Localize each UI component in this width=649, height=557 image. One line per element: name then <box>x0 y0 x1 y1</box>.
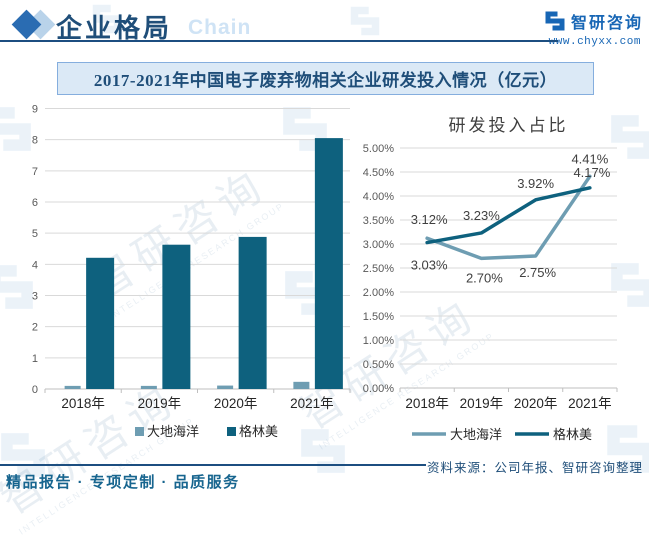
legend-label: 格林美 <box>239 424 278 439</box>
bar-格林美-2021年 <box>314 138 343 389</box>
y-tick-label: 2 <box>32 322 38 334</box>
y-tick-label: 1 <box>32 353 38 365</box>
legend-swatch <box>135 427 144 436</box>
x-tick-label: 2021年 <box>568 396 612 411</box>
y-tick-label: 7 <box>32 166 38 178</box>
x-tick-label: 2019年 <box>138 396 182 411</box>
brand-logo-icon <box>545 11 565 31</box>
footer-tagline: 精品报告 · 专项定制 · 品质服务 <box>6 474 240 491</box>
data-line-大地海洋 <box>425 174 592 261</box>
chart-main-title: 2017-2021年中国电子废弃物相关企业研发投入情况（亿元） <box>93 71 558 90</box>
y-tick-label: 1.50% <box>363 311 394 323</box>
x-tick-label: 2021年 <box>290 396 334 411</box>
line-chart: 研发投入占比 0.00% 0.50% 1.00% 1.50% 2.00% 2.50% 3.00… <box>363 116 618 442</box>
data-label-格林美: 3.23% <box>463 208 500 223</box>
y-tick-label: 3 <box>32 291 38 303</box>
legend-swatch <box>227 427 236 436</box>
data-label-大地海洋: 4.41% <box>571 151 608 166</box>
y-tick-label: 5.00% <box>363 143 394 155</box>
brand-name: 智研咨询 <box>570 15 643 32</box>
bar-大地海洋-2020年 <box>217 385 234 389</box>
x-tick-label: 2020年 <box>514 396 558 411</box>
x-tick-label: 2018年 <box>405 396 449 411</box>
line-legend: 大地海洋 格林美 <box>412 427 592 442</box>
y-tick-label: 9 <box>32 104 38 116</box>
source-divider <box>0 464 426 466</box>
bar-格林美-2020年 <box>238 236 267 389</box>
y-tick-label: 0 <box>32 384 38 396</box>
data-label-大地海洋: 3.12% <box>411 212 448 227</box>
y-tick-label: 5 <box>32 228 38 240</box>
bar-大地海洋-2019年 <box>140 385 157 389</box>
y-tick-label: 1.00% <box>363 335 394 347</box>
y-tick-label: 2.00% <box>363 287 394 299</box>
y-tick-label: 2.50% <box>363 263 394 275</box>
y-tick-label: 3.50% <box>363 215 394 227</box>
data-label-格林美: 3.92% <box>517 176 554 191</box>
x-tick-label: 2020年 <box>214 396 258 411</box>
infographic-page: 智研咨询 INTELLIGENCE RESEARCH GROUP 智研咨询 IN… <box>0 0 649 537</box>
bar-格林美-2019年 <box>162 244 191 389</box>
data-label-格林美: 3.03% <box>411 258 448 273</box>
y-tick-label: 8 <box>32 135 38 147</box>
legend-label: 大地海洋 <box>147 424 199 439</box>
x-tick-label: 2018年 <box>61 396 105 411</box>
x-tick-label: 2019年 <box>460 396 504 411</box>
y-tick-label: 0.50% <box>363 359 394 371</box>
data-label-大地海洋: 2.75% <box>519 265 556 280</box>
y-tick-label: 3.00% <box>363 239 394 251</box>
legend-label: 格林美 <box>553 427 592 442</box>
data-label-格林美: 4.17% <box>573 165 610 180</box>
bar-大地海洋-2018年 <box>64 385 81 389</box>
source-text: 资料来源：公司年报、智研咨询整理 <box>426 461 643 475</box>
chart-banner: 2017-2021年中国电子废弃物相关企业研发投入情况（亿元） <box>57 62 594 95</box>
line-chart-title: 研发投入占比 <box>449 116 569 135</box>
brand-block: 智研咨询 <box>545 9 643 33</box>
header-watermark-text: Chain <box>188 16 252 39</box>
bar-大地海洋-2021年 <box>293 381 310 389</box>
legend-label: 大地海洋 <box>450 427 502 442</box>
data-label-大地海洋: 2.70% <box>466 270 503 285</box>
y-tick-label: 6 <box>32 197 38 209</box>
page-header: Chain 企业格局 智研咨询 www.chyxx.com <box>0 0 649 56</box>
brand-website: www.chyxx.com <box>548 36 641 48</box>
y-tick-label: 4.00% <box>363 191 394 203</box>
y-tick-label: 4.50% <box>363 167 394 179</box>
bar-格林美-2018年 <box>86 257 115 389</box>
header-divider <box>0 40 558 42</box>
data-line-格林美 <box>425 186 592 245</box>
y-tick-label: 4 <box>32 259 38 271</box>
bar-legend: 大地海洋 格林美 <box>135 424 278 439</box>
y-tick-label: 0.00% <box>363 383 394 395</box>
